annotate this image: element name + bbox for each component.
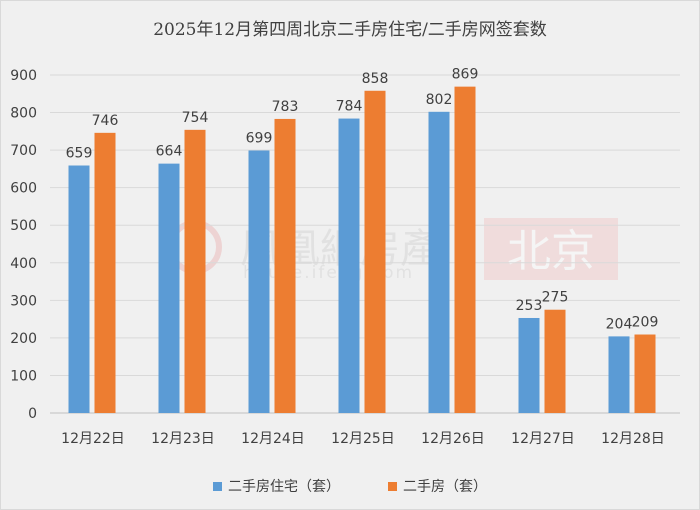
x-tick-label: 12月28日 xyxy=(601,431,665,447)
chart-title: 2025年12月第四周北京二手房住宅/二手房网签套数 xyxy=(153,20,547,40)
legend-swatch-residential xyxy=(213,481,222,491)
y-axis: 0 100 200 300 400 500 600 700 800 900 xyxy=(10,68,37,422)
data-label: 858 xyxy=(362,71,389,87)
y-tick-label: 0 xyxy=(28,406,37,422)
legend-label-residential: 二手房住宅（套） xyxy=(228,479,340,495)
bar xyxy=(608,336,630,413)
data-label: 699 xyxy=(246,130,273,146)
y-tick-label: 900 xyxy=(10,68,37,84)
bar xyxy=(544,309,566,413)
bar xyxy=(68,165,90,413)
data-label: 784 xyxy=(336,99,363,115)
data-label: 204 xyxy=(606,316,633,332)
bar xyxy=(158,163,180,413)
bar xyxy=(274,118,296,413)
data-label: 869 xyxy=(452,67,479,83)
bar xyxy=(634,334,656,413)
data-label: 746 xyxy=(92,113,119,129)
legend-item-secondhand: 二手房（套） xyxy=(388,476,487,496)
legend: 二手房住宅（套） 二手房（套） xyxy=(0,476,700,496)
y-tick-label: 100 xyxy=(10,368,37,384)
data-label: 659 xyxy=(66,146,93,162)
data-label: 275 xyxy=(542,290,569,306)
data-label: 253 xyxy=(516,298,543,314)
bar xyxy=(338,118,360,413)
data-label: 664 xyxy=(156,144,183,160)
x-tick-label: 12月22日 xyxy=(61,431,125,447)
y-tick-label: 400 xyxy=(10,256,37,272)
x-tick-label: 12月27日 xyxy=(511,431,575,447)
y-tick-label: 300 xyxy=(10,293,37,309)
legend-label-secondhand: 二手房（套） xyxy=(403,479,487,495)
bar xyxy=(428,111,450,413)
x-tick-label: 12月23日 xyxy=(151,431,215,447)
bar xyxy=(364,90,386,414)
bar xyxy=(454,86,476,414)
x-tick-label: 12月24日 xyxy=(241,431,305,447)
data-label: 783 xyxy=(272,99,299,115)
bars xyxy=(68,86,656,414)
y-tick-label: 700 xyxy=(10,143,37,159)
watermark-city: 北京 xyxy=(507,226,595,277)
y-tick-label: 800 xyxy=(10,106,37,122)
data-label: 209 xyxy=(632,315,659,331)
bar xyxy=(248,150,270,413)
x-axis: 12月22日 12月23日 12月24日 12月25日 12月26日 12月27日 12月2… xyxy=(61,431,665,447)
y-tick-label: 500 xyxy=(10,218,37,234)
bar xyxy=(184,129,206,413)
legend-item-residential: 二手房住宅（套） xyxy=(213,476,340,496)
x-tick-label: 12月25日 xyxy=(331,431,395,447)
bar xyxy=(94,132,116,413)
y-tick-label: 200 xyxy=(10,331,37,347)
data-label: 754 xyxy=(182,110,209,126)
data-label: 802 xyxy=(426,92,453,108)
legend-swatch-secondhand xyxy=(388,481,397,491)
watermark-logo: 鳳凰網房產 house.ifeng.com 北京 xyxy=(168,218,618,283)
x-tick-label: 12月26日 xyxy=(421,431,485,447)
bar xyxy=(518,317,540,413)
y-tick-label: 600 xyxy=(10,181,37,197)
